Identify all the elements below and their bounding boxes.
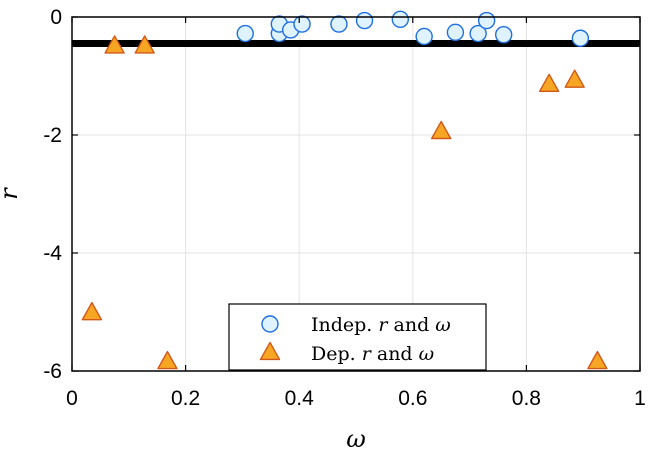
dep-point (81, 301, 103, 321)
indep-point (330, 15, 348, 33)
indep-point (494, 26, 513, 44)
dep-point (157, 350, 178, 370)
indep-point (415, 27, 433, 46)
x-tick-label: 0.8 (512, 387, 541, 410)
legend-box (228, 303, 487, 371)
dep-point (587, 350, 608, 370)
indep-point (236, 24, 254, 43)
series-indep (236, 10, 590, 47)
x-tick-label: 1 (634, 387, 646, 410)
series-dep (81, 35, 608, 370)
dep-point (134, 35, 155, 54)
indep-point (477, 11, 496, 30)
indep-point (469, 24, 487, 43)
x-tick-label: 0.6 (398, 387, 427, 410)
legend-triangle-marker (259, 341, 281, 361)
y-axis-title: r (0, 187, 23, 200)
axis-ticks: 0 0.2 0.4 0.6 0.8 1 0 -2 -4 -6 (43, 6, 646, 410)
legend-label: Dep. r and ω (311, 343, 434, 365)
indep-point (571, 29, 590, 47)
plot-frame (71, 16, 641, 372)
dep-point (431, 120, 452, 140)
y-tick-label: 0 (50, 6, 62, 29)
x-tick-label: 0.2 (171, 387, 200, 410)
y-tick-label: -2 (43, 124, 62, 147)
x-axis-title: ω (346, 425, 366, 453)
x-tick-label: 0 (66, 387, 78, 410)
y-tick-label: -6 (43, 360, 62, 383)
dep-point (538, 73, 560, 93)
indep-point (293, 15, 311, 33)
data-marks (81, 10, 608, 370)
legend-label: Indep. r and ω (311, 314, 451, 336)
indep-point (446, 23, 465, 42)
x-tick-label: 0.4 (285, 387, 315, 410)
indep-point (355, 11, 374, 30)
legend: Indep. r and ω Dep. r and ω (228, 303, 487, 371)
dep-point (104, 35, 125, 54)
y-tick-label: -4 (43, 242, 62, 265)
legend-circle-marker (261, 315, 279, 333)
dep-point (564, 69, 585, 88)
indep-point (391, 10, 410, 29)
grid (72, 17, 640, 371)
